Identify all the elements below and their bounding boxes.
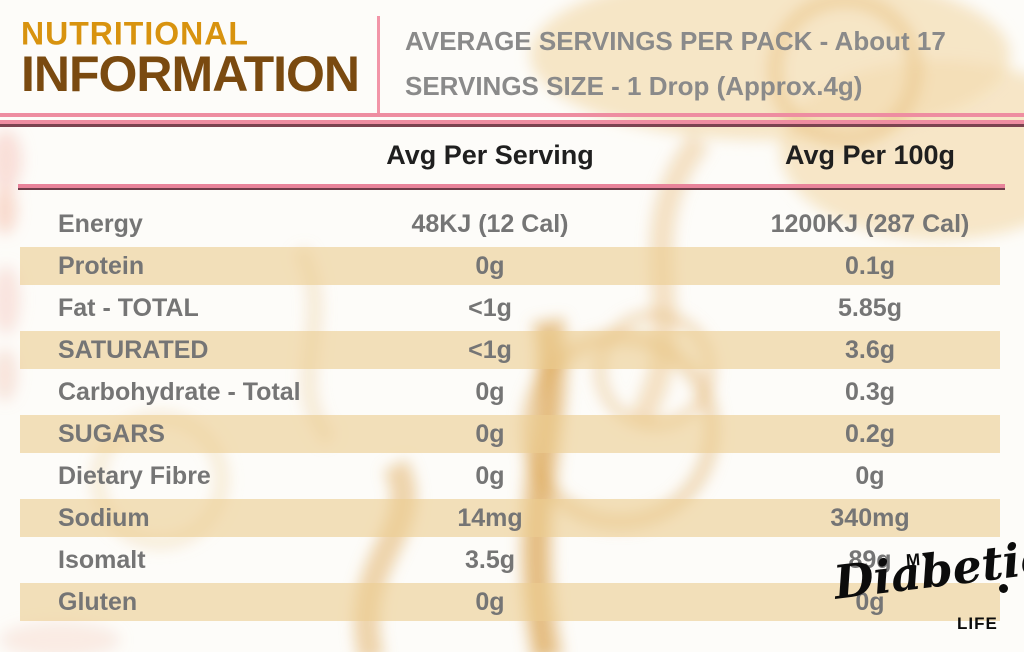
row-per-100g: 5.85g	[838, 294, 902, 322]
table-row-carbohydrate: Carbohydrate - Total 0g 0.3g	[0, 371, 1024, 413]
row-per-100g: 0g	[855, 462, 885, 490]
row-stripe	[20, 499, 1000, 537]
row-per-serving: 48KJ (12 Cal)	[411, 210, 569, 238]
servings-info: AVERAGE SERVINGS PER PACK - About 17 SER…	[405, 26, 946, 116]
row-stripe	[20, 415, 1000, 453]
row-per-serving: 0g	[475, 588, 505, 616]
my-diabetic-life-logo: MY Diabetic LIFE	[831, 530, 1024, 650]
row-per-serving: 0g	[475, 462, 505, 490]
row-per-100g: 0g	[855, 588, 885, 616]
row-per-serving: <1g	[468, 336, 512, 364]
row-stripe	[20, 247, 1000, 285]
row-per-serving: 0g	[475, 420, 505, 448]
page-title: NUTRITIONAL INFORMATION	[21, 14, 360, 102]
column-header-per-100g: Avg Per 100g	[784, 140, 956, 170]
row-per-serving: 0g	[475, 252, 505, 280]
row-stripe	[20, 583, 1000, 621]
title-nutritional: NUTRITIONAL	[21, 14, 249, 52]
table-row-fat-total: Fat - TOTAL <1g 5.85g	[0, 287, 1024, 329]
table-row-saturated: SATURATED <1g 3.6g	[0, 329, 1024, 371]
row-label: Dietary Fibre	[58, 462, 211, 490]
nutrition-table: Energy 48KJ (12 Cal) 1200KJ (287 Cal) Pr…	[0, 203, 1024, 623]
row-per-serving: 3.5g	[464, 546, 516, 574]
row-stripe	[20, 331, 1000, 369]
row-per-serving: <1g	[468, 294, 512, 322]
double-rule-top	[0, 113, 1024, 117]
row-per-100g: 0.1g	[844, 252, 896, 280]
table-row-gluten: Gluten 0g 0g	[0, 581, 1024, 623]
serving-size: SERVINGS SIZE - 1 Drop (Approx.4g)	[405, 71, 863, 101]
table-row-sugars: SUGARS 0g 0.2g	[0, 413, 1024, 455]
row-per-serving: 14mg	[457, 504, 523, 532]
row-label: SATURATED	[58, 336, 209, 364]
logo-dot	[999, 584, 1008, 593]
row-label: Protein	[58, 252, 145, 280]
table-row-dietary-fibre: Dietary Fibre 0g 0g	[0, 455, 1024, 497]
table-row-sodium: Sodium 14mg 340mg	[0, 497, 1024, 539]
row-per-100g: 0.2g	[844, 420, 896, 448]
table-row-energy: Energy 48KJ (12 Cal) 1200KJ (287 Cal)	[0, 203, 1024, 245]
row-per-100g: 0.3g	[844, 378, 896, 406]
row-label: Gluten	[58, 588, 138, 616]
table-row-protein: Protein 0g 0.1g	[0, 245, 1024, 287]
row-per-100g: 89g	[848, 546, 892, 574]
row-per-100g: 340mg	[830, 504, 910, 532]
table-column-headers: Avg Per Serving Avg Per 100g	[0, 140, 1024, 176]
row-per-100g: 1200KJ (287 Cal)	[770, 210, 970, 238]
header-rule	[18, 184, 1005, 190]
servings-per-pack: AVERAGE SERVINGS PER PACK - About 17	[405, 26, 946, 56]
table-row-isomalt: Isomalt 3.5g 89g	[0, 539, 1024, 581]
row-per-serving: 0g	[475, 378, 505, 406]
row-per-100g: 3.6g	[844, 336, 896, 364]
row-label: Fat - TOTAL	[58, 294, 199, 322]
row-label: Carbohydrate - Total	[58, 378, 301, 406]
logo-word-life: LIFE	[957, 614, 998, 633]
row-label: Energy	[58, 210, 143, 238]
column-header-per-serving: Avg Per Serving	[386, 140, 594, 170]
title-information: INFORMATION	[21, 46, 360, 102]
header-vertical-divider	[377, 16, 380, 115]
row-label: Sodium	[58, 504, 150, 532]
row-label: SUGARS	[58, 420, 165, 448]
row-label: Isomalt	[58, 546, 146, 574]
double-rule-bottom	[0, 120, 1024, 127]
